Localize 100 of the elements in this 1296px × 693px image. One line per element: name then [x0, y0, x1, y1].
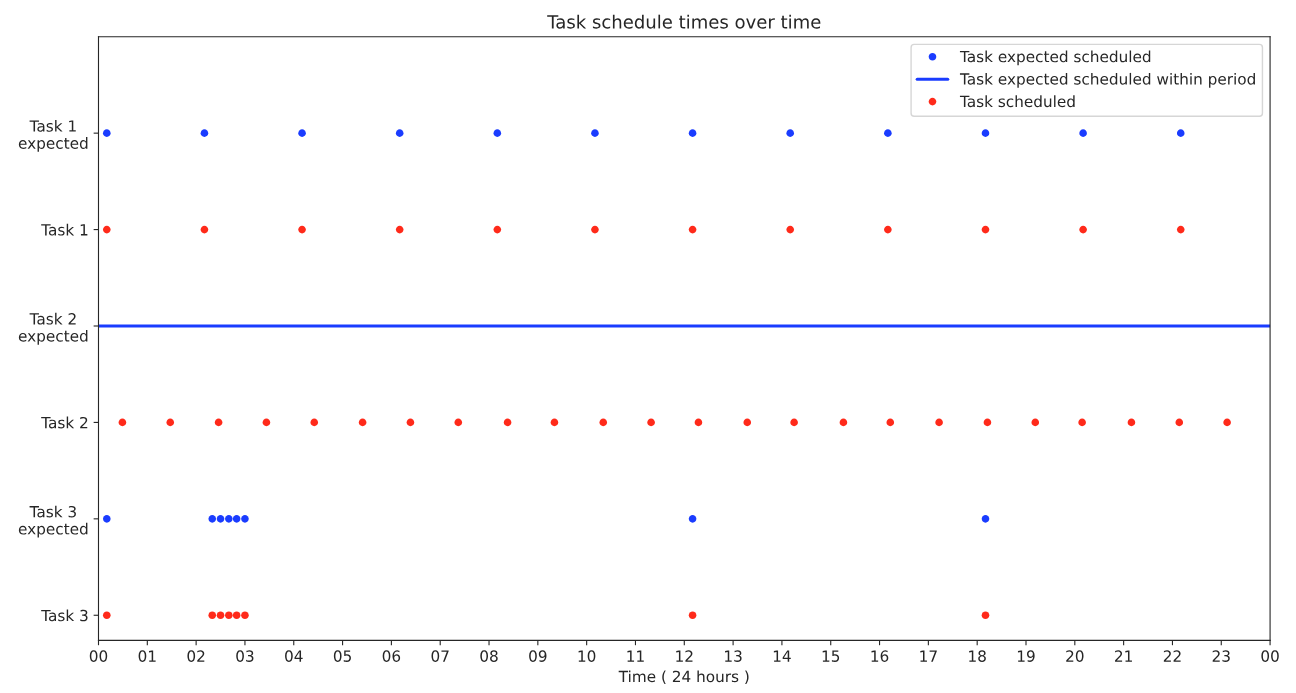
legend-label: Task expected scheduled: [959, 50, 1151, 66]
y-tick-label: Task 1 expected: [18, 119, 88, 152]
x-tick-label: 07: [431, 650, 449, 662]
point: [647, 418, 655, 427]
point: [591, 129, 599, 137]
x-tick-label: 05: [333, 650, 351, 662]
point: [208, 515, 217, 523]
point: [310, 418, 319, 427]
x-tick-label: 00: [89, 650, 108, 662]
y-tick-label: Task 1: [41, 223, 88, 236]
point: [688, 225, 697, 234]
point: [406, 418, 415, 427]
point: [262, 418, 271, 427]
point: [743, 418, 752, 427]
x-tick-label: 00: [1261, 650, 1279, 662]
x-tick-label: 23: [1212, 650, 1230, 662]
point: [1176, 225, 1185, 234]
point: [200, 129, 209, 137]
point: [208, 611, 217, 620]
point: [983, 418, 992, 427]
point: [102, 515, 111, 523]
x-tick-label: 16: [871, 650, 889, 662]
point: [1031, 418, 1040, 427]
point: [981, 225, 990, 234]
x-tick-label: 20: [1066, 650, 1084, 662]
point: [935, 418, 943, 427]
legend-label: Task expected scheduled within period: [959, 72, 1255, 88]
point: [1223, 418, 1231, 427]
point: [241, 515, 249, 523]
x-tick-label: 22: [1163, 650, 1181, 662]
point: [688, 611, 697, 620]
point: [454, 418, 463, 427]
point: [166, 418, 175, 427]
x-axis-title: Time ( 24 hours ): [618, 670, 749, 685]
point: [786, 129, 795, 137]
point: [102, 225, 111, 234]
point: [1176, 129, 1185, 137]
point: [493, 225, 502, 234]
point: [981, 611, 990, 620]
point: [1127, 418, 1136, 427]
x-tick-label: 09: [529, 650, 547, 662]
point: [839, 418, 848, 427]
point: [298, 129, 306, 137]
point: [118, 418, 127, 427]
x-tick-label: 11: [627, 650, 644, 662]
point: [591, 225, 599, 234]
point: [358, 418, 367, 427]
x-tick-label: 13: [725, 650, 742, 662]
point: [493, 129, 502, 137]
point: [102, 129, 111, 137]
point: [599, 418, 608, 427]
point: [688, 515, 697, 523]
point: [225, 515, 233, 523]
point: [232, 611, 241, 620]
y-tick-label: Task 2 expected: [18, 312, 88, 345]
point: [550, 418, 559, 427]
point: [214, 418, 223, 427]
x-tick-label: 14: [773, 650, 791, 662]
point: [200, 225, 209, 234]
point: [694, 418, 703, 427]
x-tick-label: 10: [578, 650, 596, 662]
x-tick-label: 02: [187, 650, 205, 662]
x-tick-label: 06: [382, 650, 401, 662]
point: [216, 611, 225, 620]
point: [884, 129, 892, 137]
x-tick-label: 03: [236, 650, 254, 662]
point: [225, 611, 233, 620]
x-tick-label: 18: [969, 650, 986, 662]
point: [688, 129, 697, 137]
x-tick-label: 21: [1115, 650, 1132, 662]
x-tick-label: 15: [822, 650, 840, 662]
point: [1079, 225, 1087, 234]
point: [981, 515, 990, 523]
x-tick-label: 17: [920, 650, 937, 662]
x-tick-label: 01: [138, 650, 156, 662]
point: [1175, 418, 1184, 427]
x-tick-label: 19: [1017, 650, 1035, 662]
point: [786, 225, 795, 234]
point: [395, 129, 404, 137]
point: [298, 225, 306, 234]
y-tick-label: Task 3 expected: [18, 505, 88, 538]
point: [981, 129, 990, 137]
chart-title: Task schedule times over time: [547, 14, 821, 29]
x-tick-label: 04: [285, 650, 303, 662]
point: [241, 611, 249, 620]
point: [232, 515, 241, 523]
point: [884, 225, 892, 234]
point: [503, 418, 512, 427]
point: [1079, 129, 1087, 137]
x-tick-label: 08: [480, 650, 498, 662]
legend-label: Task scheduled: [959, 95, 1075, 108]
point: [886, 418, 895, 427]
y-tick-label: Task 3: [41, 609, 88, 622]
y-tick-label: Task 2: [41, 416, 88, 429]
x-tick-label: 12: [676, 650, 693, 662]
point: [216, 515, 225, 523]
point: [1078, 418, 1086, 427]
point: [790, 418, 798, 427]
point: [395, 225, 404, 234]
point: [102, 611, 111, 620]
